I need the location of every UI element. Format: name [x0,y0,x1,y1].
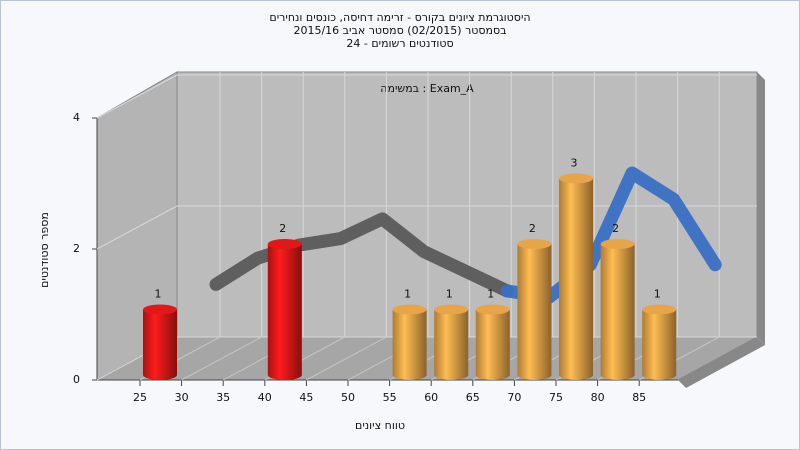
title: היסטוגרמת ציונים בקורס - זרימה דחיסה, כו… [269,11,530,50]
y-tick-label: 2 [73,242,80,255]
x-tick-label: 35 [216,391,230,404]
value-label: 1 [487,288,494,301]
x-tick-label: 50 [341,391,355,404]
grid-line [306,336,387,381]
bar-top [475,304,510,315]
curve [209,212,514,298]
bar [642,309,677,375]
title-line: סטודנטים רשומים - 24 [346,37,453,50]
x-axis-label: טווח ציונים [355,419,405,432]
y-tick-label: 4 [73,111,80,124]
x-tick-label: 40 [258,391,272,404]
value-label: 2 [279,222,286,235]
x-tick-label: 60 [424,391,438,404]
bar-top [434,304,469,315]
x-tick-label: 70 [507,391,521,404]
bar [392,309,427,375]
bar [517,244,552,375]
bar-top [267,239,302,249]
y-axis-label: מספר סטודנטים [38,212,51,288]
x-tick-label: 75 [549,391,563,404]
grid-line [181,336,262,381]
value-label: 2 [529,222,536,235]
value-label: 3 [571,157,578,170]
x-tick-label: 85 [632,391,646,404]
grid-line [96,74,178,119]
value-label: 2 [612,222,619,235]
bar [475,309,510,375]
value-label: 1 [446,288,453,301]
floor-edge [678,337,765,388]
bar-top [642,304,677,315]
x-tick-label: 65 [466,391,480,404]
bar-top [517,239,552,249]
bar [143,309,177,375]
value-label: 1 [404,288,411,301]
value-label: 1 [155,288,162,301]
x-tick-label: 80 [591,391,605,404]
bar-top [559,173,593,184]
bar [267,244,302,375]
bar-top [600,239,635,249]
x-tick-label: 55 [383,391,397,404]
bar [600,244,635,375]
bar [559,178,593,375]
subtitle: במשימה : Exam_A [380,82,474,95]
bar [434,309,469,375]
y-tick-label: 0 [73,373,80,386]
wall-edge [757,72,765,345]
bar-top [392,304,427,315]
title-line: בסמסטר (02/2015) סמסטר אביב 2015/16 [293,24,506,37]
x-tick-label: 30 [175,391,189,404]
x-tick-label: 45 [299,391,313,404]
bar-top [143,304,177,315]
title-line: היסטוגרמת ציונים בקורס - זרימה דחיסה, כו… [269,11,530,24]
value-label: 1 [654,288,661,301]
x-tick-label: 25 [133,391,147,404]
grid-line [96,205,178,250]
